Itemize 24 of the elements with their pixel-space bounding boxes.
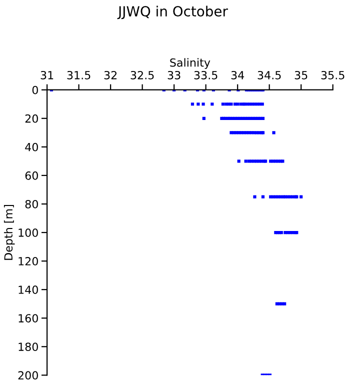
x-tick-label: 31.5 xyxy=(67,70,90,80)
x-tick-label: 35 xyxy=(294,70,308,80)
x-tick-label: 34 xyxy=(231,70,244,80)
x-axis-title: Salinity xyxy=(170,58,210,69)
x-tick-label: 35.5 xyxy=(321,70,344,80)
x-tick-label: 33 xyxy=(168,70,180,80)
y-tick-label: 120 xyxy=(18,257,38,266)
y-tick-label: 60 xyxy=(25,171,38,180)
y-tick-label: 160 xyxy=(18,314,38,322)
x-tick-label: 32 xyxy=(104,70,117,80)
y-axis-title: Depth [m] xyxy=(4,205,15,260)
x-tick-label: 34.5 xyxy=(258,70,281,80)
y-tick-label: 40 xyxy=(25,142,38,152)
y-tick-label: 180 xyxy=(18,342,38,352)
y-tick-label: 20 xyxy=(25,114,38,123)
y-tick-label: 200 xyxy=(18,371,38,380)
y-tick-label: 140 xyxy=(18,286,38,294)
y-tick-label: 80 xyxy=(25,200,38,208)
y-tick-label: 0 xyxy=(32,86,38,94)
chart-title: JJWQ in October xyxy=(117,6,228,20)
y-tick-label: 100 xyxy=(18,228,38,237)
x-tick-label: 31 xyxy=(40,70,54,80)
x-tick-label: 32.5 xyxy=(130,70,154,80)
x-tick-label: 33.5 xyxy=(194,70,218,80)
